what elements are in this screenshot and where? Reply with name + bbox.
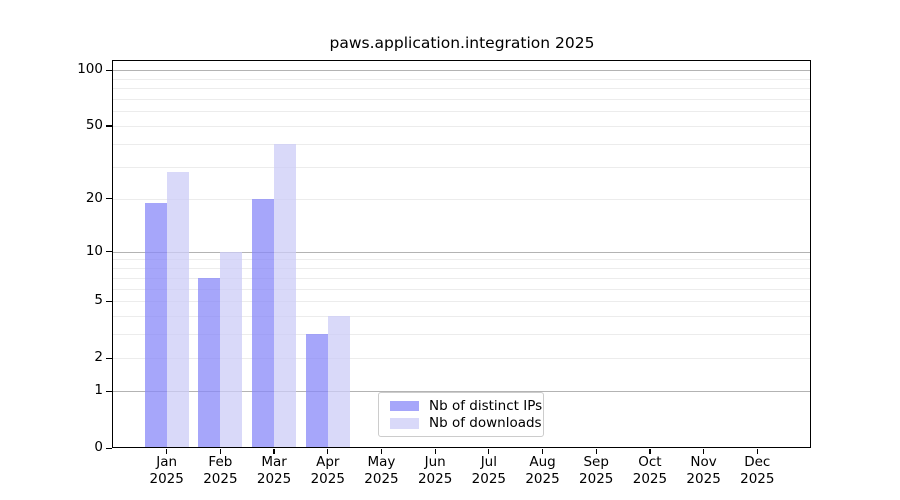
x-tick-mark [541, 449, 544, 454]
gridline-minor [113, 259, 810, 261]
legend: Nb of distinct IPs Nb of downloads [378, 392, 544, 437]
x-tick-mark [166, 449, 168, 454]
chart-title: paws.application.integration 2025 [329, 34, 595, 52]
x-tick-label-jul: Jul 2025 [471, 454, 507, 487]
x-tick-mark [434, 449, 436, 454]
x-tick-label-aug: Aug 2025 [525, 454, 560, 487]
y-tick-mark [106, 390, 112, 392]
gridline-minor [113, 78, 810, 80]
y-tick-label: 50 [85, 116, 103, 133]
legend-label-downloads: Nb of downloads [429, 415, 542, 432]
y-tick-mark [106, 198, 112, 200]
gridline-minor [113, 268, 810, 270]
y-tick-label: 10 [85, 242, 103, 259]
legend-item-distinct-ips: Nb of distinct IPs [379, 398, 543, 414]
y-tick-label: 2 [94, 349, 103, 366]
x-tick-label-mar: Mar 2025 [256, 454, 292, 487]
y-tick-mark [106, 357, 112, 359]
y-tick-label: 100 [77, 61, 103, 77]
gridline-minor [113, 334, 810, 336]
x-tick-label-feb: Feb 2025 [203, 454, 238, 487]
x-tick-label-dec: Dec 2025 [740, 454, 775, 487]
bar-downloads-apr [327, 316, 350, 448]
legend-swatch-distinct-ips [390, 400, 419, 411]
gridline-minor [113, 277, 810, 279]
gridline-minor [113, 111, 810, 113]
y-tick-mark [106, 251, 112, 253]
x-tick-mark [703, 449, 705, 454]
gridline-minor [113, 288, 810, 290]
bar-distinct-ips-jan [144, 202, 167, 448]
gridline-minor [113, 358, 810, 360]
x-tick-label-jun: Jun 2025 [417, 454, 453, 487]
legend-label-distinct-ips: Nb of distinct IPs [429, 397, 543, 414]
gridline-major [113, 391, 810, 393]
x-tick-label-may: May 2025 [364, 454, 399, 487]
y-tick-label: 20 [85, 189, 103, 206]
x-tick-mark [380, 449, 383, 454]
y-tick-label: 0 [94, 439, 103, 455]
x-tick-mark [327, 449, 329, 454]
gridline-major [113, 70, 810, 71]
bar-downloads-mar [274, 143, 297, 448]
gridline-minor [113, 301, 810, 303]
x-tick-label-sep: Sep 2025 [579, 454, 614, 487]
gridline-minor [113, 316, 810, 318]
y-tick-label: 5 [94, 292, 103, 309]
bar-distinct-ips-apr [305, 334, 328, 448]
y-tick-mark [106, 300, 112, 302]
bar-distinct-ips-mar [252, 198, 275, 448]
x-tick-mark [756, 449, 758, 454]
y-tick-mark [106, 447, 112, 449]
x-tick-label-jan: Jan 2025 [149, 454, 184, 487]
gridline-minor [113, 125, 810, 127]
bar-downloads-feb [220, 251, 243, 448]
y-tick-mark [106, 125, 112, 127]
x-tick-label-apr: Apr 2025 [310, 454, 345, 487]
x-tick-mark [488, 449, 490, 454]
legend-swatch-downloads [390, 418, 419, 429]
gridline-minor [113, 88, 810, 90]
legend-item-downloads: Nb of downloads [379, 415, 543, 431]
x-tick-mark [595, 449, 597, 454]
x-tick-mark [219, 449, 221, 454]
x-tick-mark [649, 449, 651, 454]
gridline-minor [113, 98, 810, 100]
plot-area [113, 61, 810, 448]
bar-downloads-jan [166, 172, 189, 448]
y-tick-label: 1 [94, 382, 103, 399]
x-tick-label-nov: Nov 2025 [686, 454, 721, 487]
x-tick-mark [273, 449, 275, 454]
bar-distinct-ips-feb [198, 277, 221, 448]
gridline-minor [113, 166, 810, 168]
gridline-minor [113, 143, 810, 145]
gridline-minor [113, 198, 810, 200]
x-tick-label-oct: Oct 2025 [632, 454, 668, 487]
y-tick-mark [106, 69, 112, 71]
gridline-major [113, 251, 810, 253]
